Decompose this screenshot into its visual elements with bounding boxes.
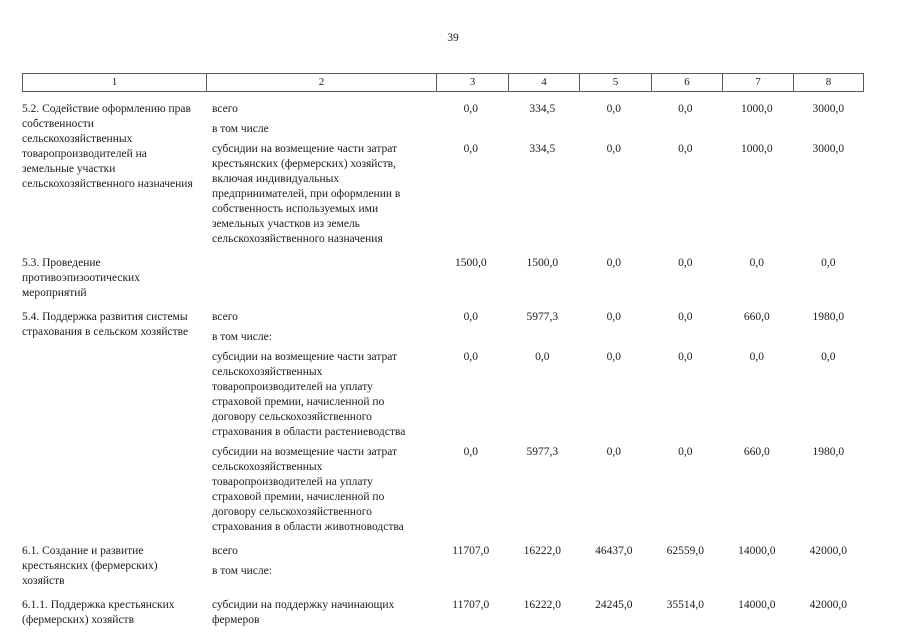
row-label: в том числе: — [212, 331, 272, 343]
section-5-2: 5.2. Содействие оформлению прав собствен… — [22, 102, 864, 247]
section-title: 6.1. Создание и развитие крестьянских (ф… — [22, 545, 158, 587]
table-row: всего 0,0 5977,3 0,0 0,0 660,0 1980,0 — [205, 310, 864, 325]
header-cell-5: 5 — [579, 74, 651, 91]
table-row: в том числе: — [205, 330, 864, 345]
table-body: 5.2. Содействие оформлению прав собствен… — [22, 102, 864, 628]
value-cell: 0,0 — [749, 351, 764, 363]
section-rows: всего 11707,0 16222,0 46437,0 62559,0 14… — [205, 544, 864, 589]
section-rows: всего 0,0 334,5 0,0 0,0 1000,0 3000,0 в … — [205, 102, 864, 247]
row-label: субсидии на возмещение части затрат крес… — [212, 143, 401, 245]
row-label — [205, 256, 435, 271]
value-cell: 0,0 — [463, 311, 478, 323]
value-cell: 0,0 — [606, 257, 621, 269]
value-cell: 0,0 — [821, 351, 836, 363]
value-cell: 334,5 — [529, 103, 556, 115]
row-label: субсидии на возмещение части затрат сель… — [212, 351, 406, 438]
value-cell: 1000,0 — [740, 103, 773, 115]
value-cell: 660,0 — [743, 446, 770, 458]
row-label: всего — [212, 103, 238, 115]
header-cell-6: 6 — [651, 74, 722, 91]
value-cell: 3000,0 — [812, 103, 845, 115]
header-cell-1: 1 — [111, 76, 118, 88]
value-cell: 42000,0 — [809, 545, 847, 557]
section-6-1-1: 6.1.1. Поддержка крестьянских (фермерски… — [22, 598, 864, 628]
row-label: в том числе: — [212, 565, 272, 577]
value-cell: 0,0 — [678, 311, 693, 323]
section-title: 5.2. Содействие оформлению прав собствен… — [22, 103, 193, 190]
value-cell: 0,0 — [678, 103, 693, 115]
value-cell: 0,0 — [463, 446, 478, 458]
header-cell-4: 4 — [508, 74, 579, 91]
value-cell: 0,0 — [678, 446, 693, 458]
value-cell: 0,0 — [463, 143, 478, 155]
section-rows: субсидии на поддержку начинающих фермеро… — [205, 598, 864, 628]
value-cell: 0,0 — [606, 446, 621, 458]
table-row: в том числе — [205, 122, 864, 137]
table-row: всего 0,0 334,5 0,0 0,0 1000,0 3000,0 — [205, 102, 864, 117]
section-rows: 1500,0 1500,0 0,0 0,0 0,0 0,0 — [205, 256, 864, 301]
section-title: 5.4. Поддержка развития системы страхова… — [22, 311, 189, 338]
table-row: субсидии на возмещение части затрат сель… — [205, 350, 864, 440]
header-cell-8: 8 — [793, 74, 863, 91]
value-cell: 1000,0 — [740, 143, 773, 155]
value-cell: 0,0 — [606, 311, 621, 323]
section-title: 5.3. Проведение противоэпизоотических ме… — [22, 257, 140, 299]
value-cell: 0,0 — [606, 143, 621, 155]
header-cell-2: 2 — [206, 74, 436, 91]
value-cell: 14000,0 — [738, 545, 776, 557]
value-cell: 1500,0 — [526, 257, 559, 269]
header-cell-7: 7 — [722, 74, 793, 91]
section-rows: всего 0,0 5977,3 0,0 0,0 660,0 1980,0 в … — [205, 310, 864, 535]
table-row: субсидии на возмещение части затрат сель… — [205, 445, 864, 535]
table-row: субсидии на возмещение части затрат крес… — [205, 142, 864, 247]
value-cell: 16222,0 — [523, 545, 561, 557]
row-label: всего — [212, 311, 238, 323]
value-cell: 35514,0 — [666, 599, 704, 611]
value-cell: 42000,0 — [809, 599, 847, 611]
value-cell: 0,0 — [463, 103, 478, 115]
row-label: субсидии на возмещение части затрат сель… — [212, 446, 404, 533]
value-cell: 0,0 — [678, 257, 693, 269]
value-cell: 5977,3 — [526, 446, 559, 458]
value-cell: 660,0 — [743, 311, 770, 323]
row-label: всего — [212, 545, 238, 557]
value-cell: 0,0 — [678, 143, 693, 155]
section-title: 6.1.1. Поддержка крестьянских (фермерски… — [22, 599, 175, 626]
value-cell: 11707,0 — [452, 545, 490, 557]
table-row: субсидии на поддержку начинающих фермеро… — [205, 598, 864, 628]
header-cell-3: 3 — [436, 74, 508, 91]
value-cell: 3000,0 — [812, 143, 845, 155]
value-cell: 0,0 — [535, 351, 550, 363]
value-cell: 16222,0 — [523, 599, 561, 611]
page-number: 39 — [447, 32, 459, 44]
table-row: в том числе: — [205, 564, 864, 579]
value-cell: 1980,0 — [812, 446, 845, 458]
row-label: в том числе — [212, 123, 269, 135]
value-cell: 62559,0 — [666, 545, 704, 557]
value-cell: 1980,0 — [812, 311, 845, 323]
section-5-4: 5.4. Поддержка развития системы страхова… — [22, 310, 864, 535]
section-6-1: 6.1. Создание и развитие крестьянских (ф… — [22, 544, 864, 589]
section-5-3: 5.3. Проведение противоэпизоотических ме… — [22, 256, 864, 301]
value-cell: 1500,0 — [454, 257, 487, 269]
value-cell: 0,0 — [606, 103, 621, 115]
value-cell: 0,0 — [606, 351, 621, 363]
value-cell: 5977,3 — [526, 311, 559, 323]
row-label: субсидии на поддержку начинающих фермеро… — [212, 599, 395, 626]
value-cell: 11707,0 — [452, 599, 490, 611]
table-row: 1500,0 1500,0 0,0 0,0 0,0 0,0 — [205, 256, 864, 271]
table-header-row: 1 2 3 4 5 6 7 8 — [22, 73, 864, 92]
value-cell: 24245,0 — [595, 599, 633, 611]
value-cell: 0,0 — [749, 257, 764, 269]
value-cell: 0,0 — [463, 351, 478, 363]
value-cell: 46437,0 — [595, 545, 633, 557]
table-row: всего 11707,0 16222,0 46437,0 62559,0 14… — [205, 544, 864, 559]
value-cell: 0,0 — [821, 257, 836, 269]
value-cell: 0,0 — [678, 351, 693, 363]
value-cell: 14000,0 — [738, 599, 776, 611]
value-cell: 334,5 — [529, 143, 556, 155]
